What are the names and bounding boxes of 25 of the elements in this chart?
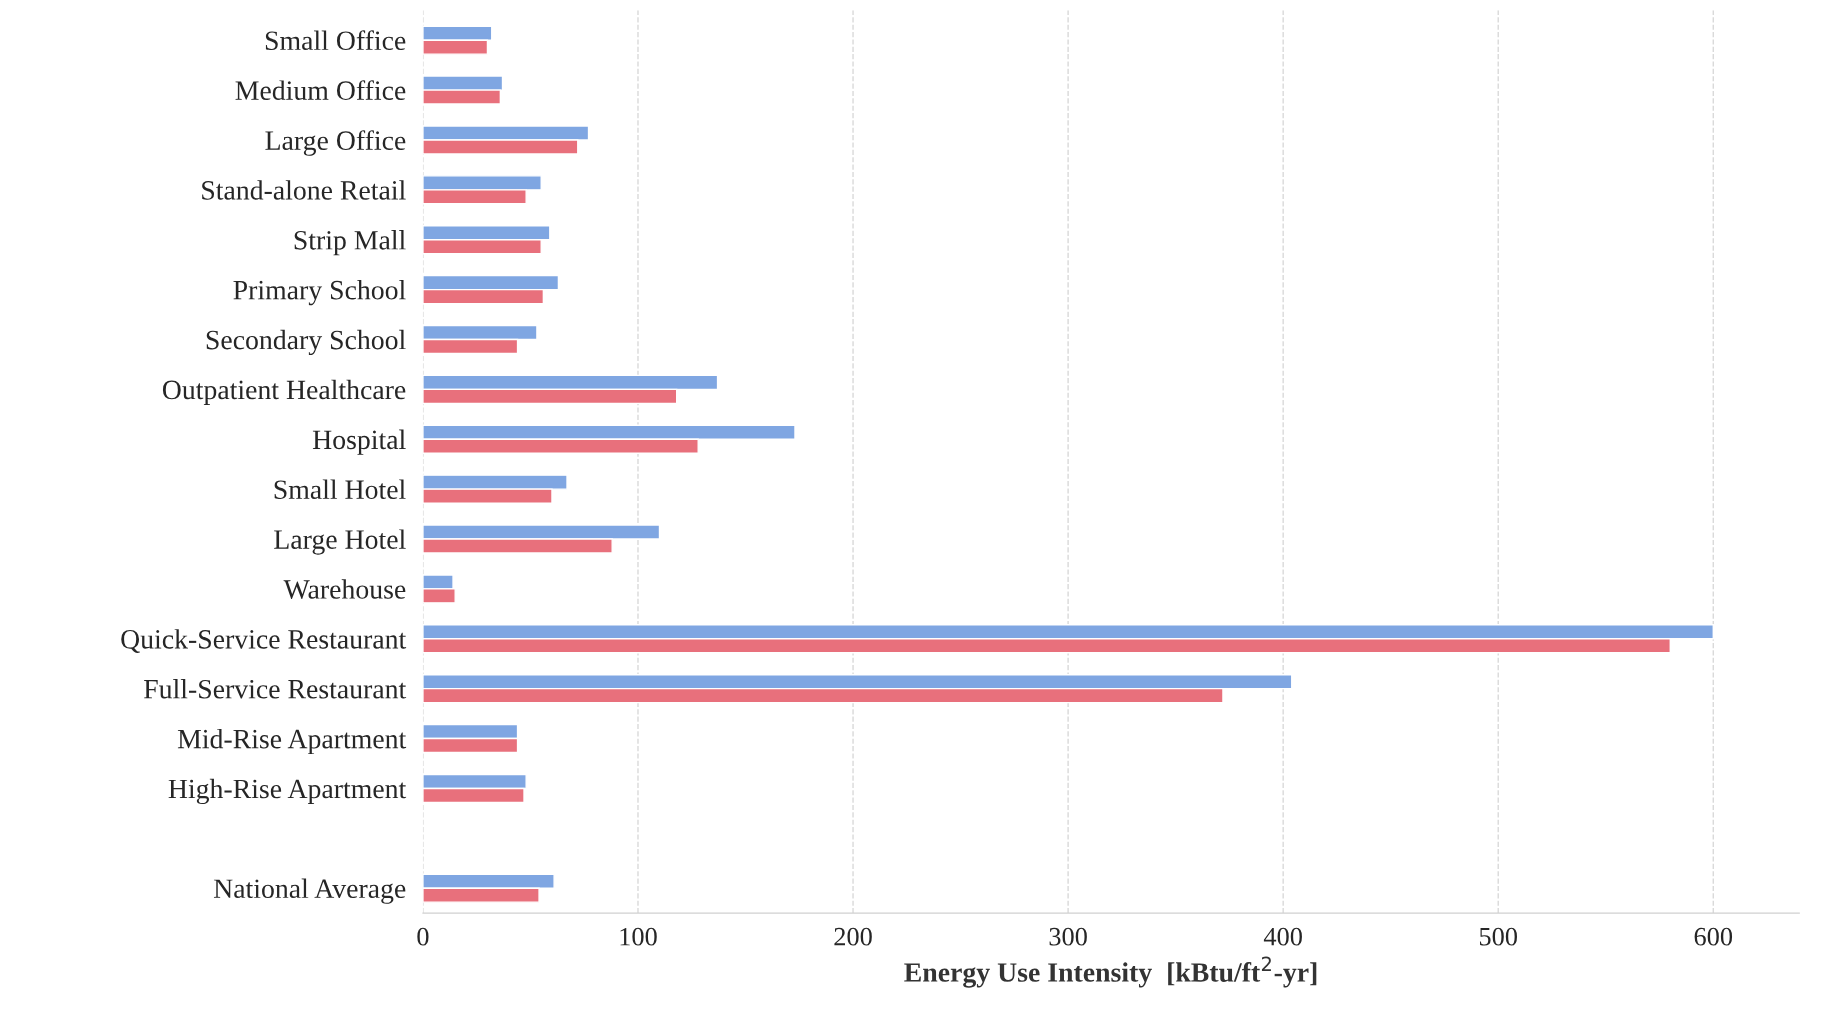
y-tick-label: Full-Service Restaurant <box>144 679 407 699</box>
y-tick-label: Large Hotel <box>274 529 406 555</box>
y-tick-label: Outpatient Healthcare <box>162 379 406 405</box>
y-tick-label: Strip Mall <box>294 230 406 256</box>
y-tick-label: National Average <box>213 878 406 904</box>
y-tick-label: Large Office <box>265 130 406 156</box>
y-tick-label: High-Rise Apartment <box>168 778 407 805</box>
y-tick-label: Quick-Service Restaurant <box>121 629 407 653</box>
x-tick-label: 200 <box>834 927 872 946</box>
x-tick-label: 600 <box>1694 927 1733 946</box>
x-tick-label: 400 <box>1263 927 1302 946</box>
y-tick-label: Hospital <box>312 429 406 455</box>
x-tick-label: 0 <box>417 927 429 946</box>
x-tick-label: 500 <box>1479 927 1518 946</box>
y-tick-label: Secondary School <box>206 329 406 356</box>
y-tick-label: Mid-Rise Apartment <box>177 728 407 755</box>
y-tick-label: Medium Office <box>235 80 406 100</box>
y-tick-label: Warehouse <box>283 579 406 599</box>
x-axis-title: Energy Use Intensity [kBtu/ft$^{2}$-yr] <box>904 956 1317 988</box>
y-tick-label: Small Hotel <box>274 479 406 500</box>
y-tick-label: Small Office <box>265 30 406 51</box>
y-tick-label: Stand-alone Retail <box>202 180 406 200</box>
y-tick-label: Primary School <box>233 279 406 306</box>
x-tick-label: 300 <box>1049 927 1087 946</box>
x-tick-label: 100 <box>620 927 657 946</box>
